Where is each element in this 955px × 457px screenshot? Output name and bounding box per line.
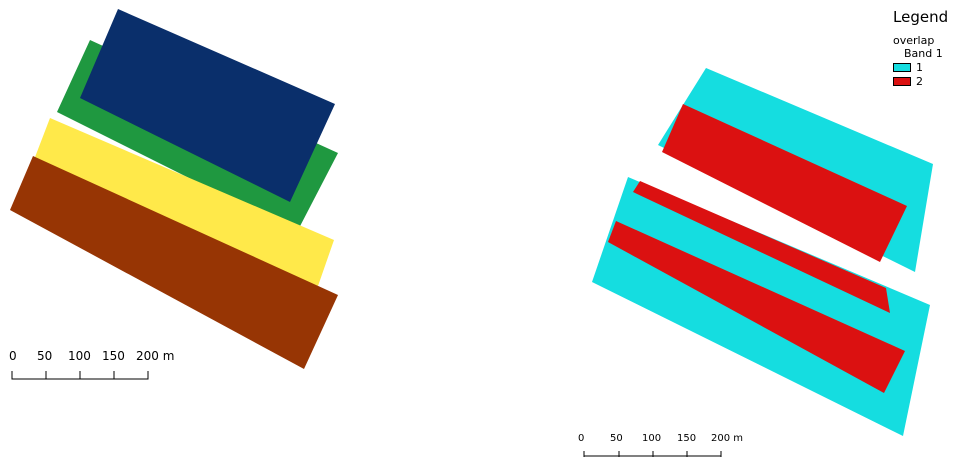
legend-item-1: 1 <box>893 61 948 74</box>
legend-item-1-label: 1 <box>916 61 923 74</box>
right-scale-label-100: 100 <box>642 433 661 444</box>
right-scale-label-150: 150 <box>677 433 696 444</box>
legend-item-2: 2 <box>893 75 948 88</box>
legend-title: Legend <box>893 8 949 26</box>
strip-brown <box>10 156 338 369</box>
overlap-2-area-lower <box>608 221 905 393</box>
right-scale-bar: 0 50 100 150 200 m <box>578 433 743 457</box>
overlap-2-area-middle <box>633 181 890 313</box>
left-scale-label-0: 0 <box>9 349 17 363</box>
left-scale-label-50: 50 <box>37 349 52 363</box>
legend-band-name: Band 1 <box>904 47 943 60</box>
legend-item-2-label: 2 <box>916 75 923 88</box>
strip-yellow <box>32 118 334 286</box>
left-scale-bar: 0 50 100 150 200 m <box>9 349 174 380</box>
legend-swatch-2 <box>893 77 911 86</box>
right-scale-label-50: 50 <box>610 433 623 444</box>
left-scale-label-100: 100 <box>68 349 91 363</box>
right-overlap-map <box>592 68 933 436</box>
legend-layer-name: overlap <box>893 34 935 47</box>
left-scale-label-150: 150 <box>102 349 125 363</box>
left-scale-line <box>11 371 149 380</box>
left-flight-strips-map <box>10 9 338 369</box>
left-scale-label-200m: 200 m <box>136 349 174 363</box>
right-scale-label-200m: 200 m <box>711 433 743 444</box>
right-scale-line <box>583 451 722 457</box>
overlap-2-area-upper <box>662 104 907 262</box>
legend: Legend overlap Band 1 1 2 <box>893 7 948 88</box>
right-scale-label-0: 0 <box>578 433 584 444</box>
strip-blue <box>80 9 335 202</box>
legend-swatch-1 <box>893 63 911 72</box>
